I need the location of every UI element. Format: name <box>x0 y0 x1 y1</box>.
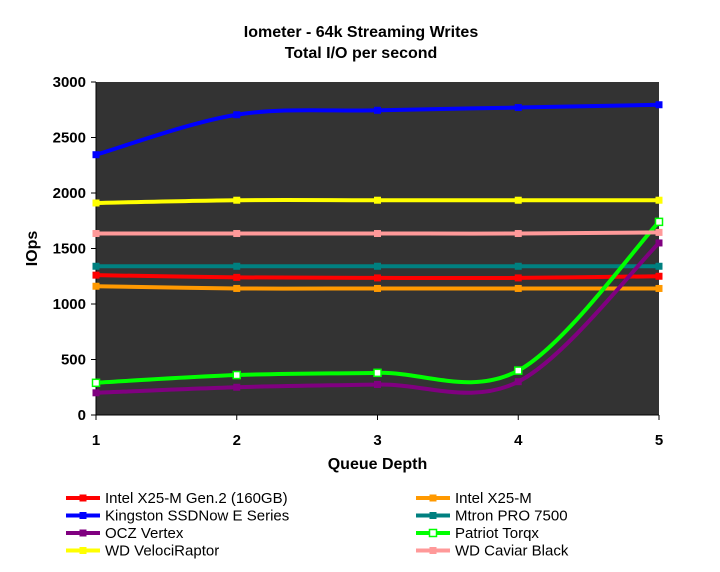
series-patriot-torqx <box>91 217 664 388</box>
legend-swatch-marker <box>428 528 438 538</box>
legend: Intel X25-M Gen.2 (160GB) Intel X25-M King… <box>66 490 569 560</box>
data-point <box>655 272 663 280</box>
legend-item-intel-x25-m-gen-2-160gb: Intel X25-M Gen.2 (160GB) <box>66 490 288 507</box>
y-tick-label: 3000 <box>53 74 86 91</box>
series-wd-velociraptor <box>92 196 663 207</box>
data-point <box>92 282 100 290</box>
x-tick-label: 5 <box>655 432 663 449</box>
y-tick-label: 500 <box>61 352 86 369</box>
axes-layer: 0 500 1000 1500 2000 2500 3000 1 2 3 4 5 <box>53 74 664 449</box>
data-point <box>655 239 663 247</box>
series-ocz-vertex <box>92 239 663 397</box>
legend-item-kingston-ssdnow-e-series: Kingston SSDNow E Series <box>66 508 289 525</box>
data-point <box>514 284 522 292</box>
data-point <box>655 262 663 270</box>
series-wd-caviar-black <box>92 228 663 238</box>
x-tick-label: 4 <box>514 432 523 449</box>
legend-swatch-marker <box>429 494 437 502</box>
data-point <box>233 262 241 270</box>
data-point <box>514 378 522 386</box>
data-point <box>233 196 241 204</box>
data-point <box>233 111 241 119</box>
data-point <box>233 284 241 292</box>
data-point <box>514 274 522 282</box>
data-point <box>655 228 663 236</box>
y-tick-label: 0 <box>78 407 86 424</box>
legend-label: Mtron PRO 7500 <box>455 508 568 525</box>
legend-item-intel-x25-m: Intel X25-M <box>416 490 532 507</box>
x-tick-label: 1 <box>92 432 100 449</box>
legend-label: Kingston SSDNow E Series <box>105 508 289 525</box>
data-point <box>92 151 100 159</box>
data-point <box>655 284 663 292</box>
series-layer <box>91 101 664 397</box>
legend-label: Intel X25-M <box>455 490 532 507</box>
data-point <box>92 271 100 279</box>
data-point <box>655 101 663 109</box>
data-point <box>232 370 241 380</box>
data-point <box>374 196 381 204</box>
data-point <box>654 217 664 227</box>
y-tick-label: 2500 <box>53 130 86 147</box>
legend-swatch-marker <box>79 547 87 554</box>
data-point <box>374 106 381 114</box>
data-point <box>92 230 100 238</box>
series-line-patriot-torqx <box>94 219 661 385</box>
series-kingston-ssdnow-e-series <box>92 101 663 159</box>
legend-item-ocz-vertex: OCZ Vertex <box>66 525 184 542</box>
data-point <box>91 378 101 388</box>
data-point <box>92 262 100 270</box>
y-tick-label: 2000 <box>53 185 86 202</box>
chart-subtitle: Total I/O per second <box>285 45 438 62</box>
x-axis-title: Queue Depth <box>328 456 428 473</box>
data-point <box>514 196 522 204</box>
y-tick-label: 1000 <box>53 296 86 313</box>
series-intel-x25-m-gen-2-160gb <box>92 271 663 282</box>
chart-title: Iometer - 64k Streaming Writes <box>244 24 479 41</box>
data-point <box>373 368 382 378</box>
legend-label: Patriot Torqx <box>455 525 539 542</box>
data-point <box>514 104 522 112</box>
data-point <box>374 284 381 292</box>
series-line-ocz-vertex <box>94 240 661 395</box>
legend-item-patriot-torqx: Patriot Torqx <box>416 525 539 542</box>
legend-label: WD Caviar Black <box>455 543 569 560</box>
series-mtron-pro-7500 <box>92 262 663 270</box>
plot-area <box>96 82 659 415</box>
data-point <box>92 199 100 207</box>
x-tick-label: 2 <box>233 432 241 449</box>
data-point <box>233 273 241 281</box>
x-tick-label: 3 <box>373 432 381 449</box>
y-tick-label: 1500 <box>53 241 86 258</box>
data-point <box>655 196 663 204</box>
legend-item-wd-velociraptor: WD VelociRaptor <box>66 543 219 560</box>
legend-label: OCZ Vertex <box>105 525 184 542</box>
data-point <box>514 366 523 375</box>
data-point <box>233 383 241 391</box>
y-axis-title: IOps <box>24 231 41 267</box>
legend-swatch-marker <box>79 529 87 537</box>
legend-item-mtron-pro-7500: Mtron PRO 7500 <box>416 508 568 525</box>
data-point <box>374 274 381 282</box>
legend-swatch-marker <box>79 494 87 502</box>
legend-swatch-marker <box>429 547 437 554</box>
series-intel-x25-m <box>92 282 663 292</box>
data-point <box>514 230 522 238</box>
legend-swatch-marker <box>429 512 437 519</box>
data-point <box>233 230 241 238</box>
legend-label: Intel X25-M Gen.2 (160GB) <box>105 490 288 507</box>
legend-swatch-marker <box>79 512 87 519</box>
data-point <box>374 380 381 388</box>
data-point <box>374 262 381 270</box>
legend-item-wd-caviar-black: WD Caviar Black <box>416 543 569 560</box>
data-point <box>374 230 381 238</box>
data-point <box>92 389 100 397</box>
legend-label: WD VelociRaptor <box>105 543 219 560</box>
data-point <box>514 262 522 270</box>
